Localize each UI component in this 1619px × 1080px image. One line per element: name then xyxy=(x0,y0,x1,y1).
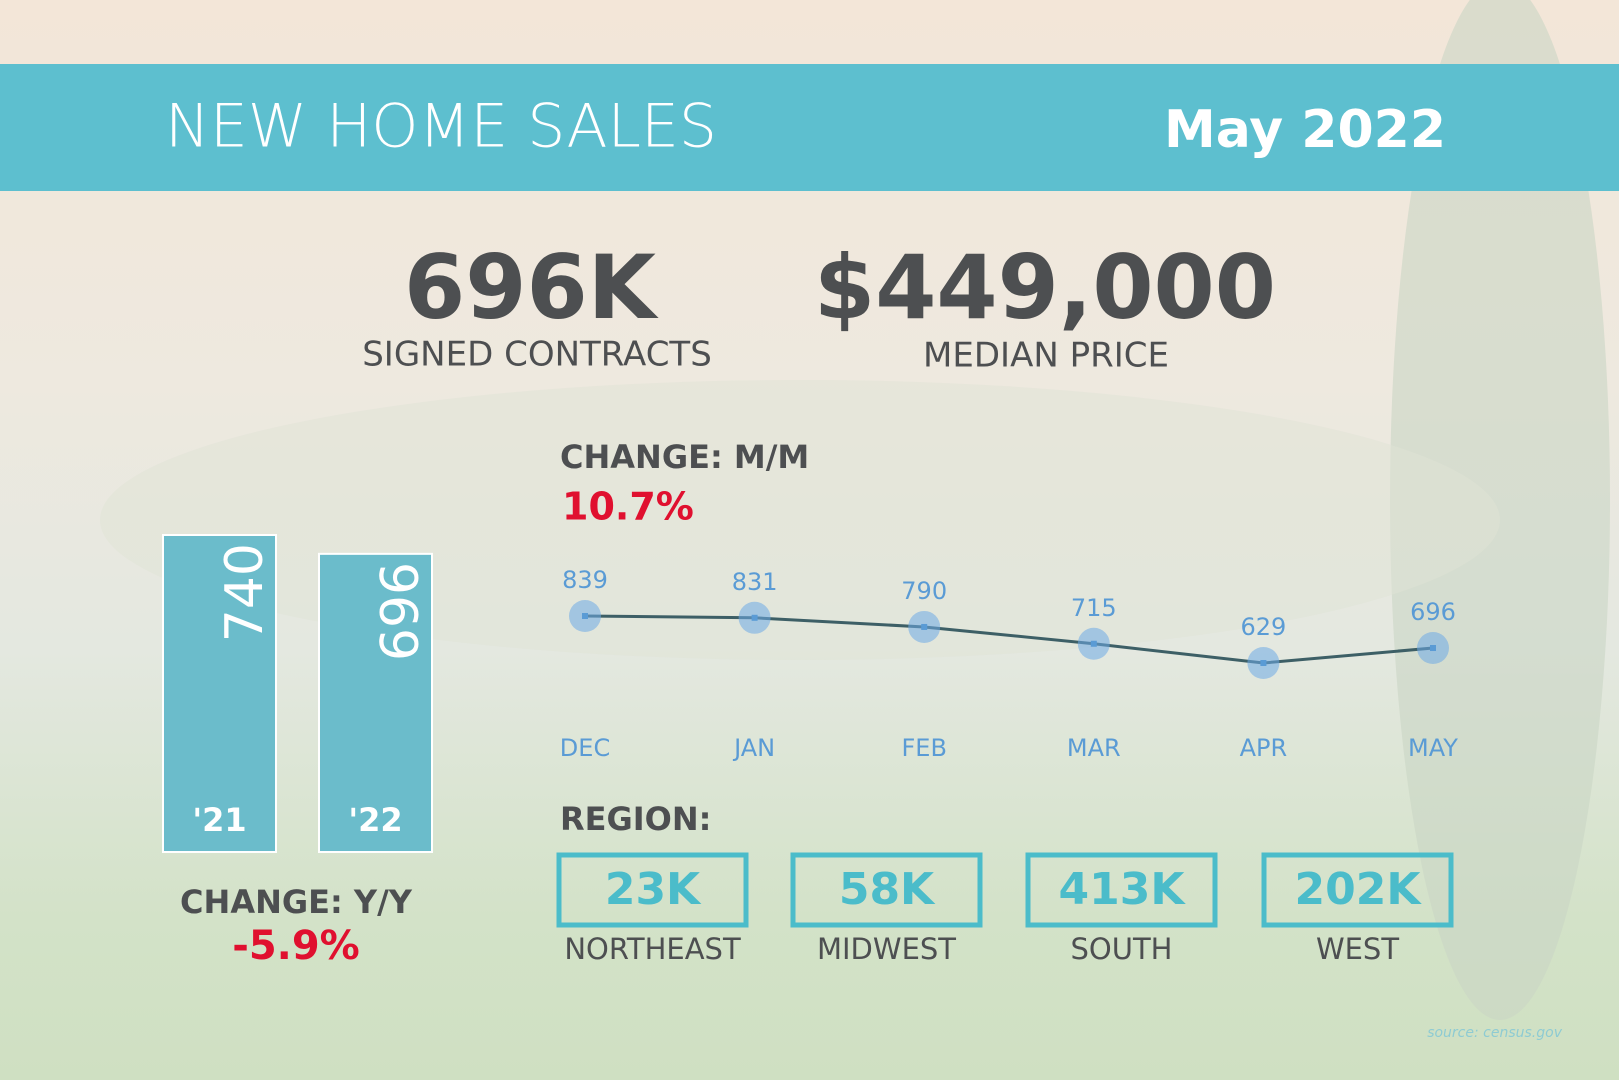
bar-value-label: 740 xyxy=(215,543,275,642)
yy-title: CHANGE: Y/Y xyxy=(180,883,413,921)
tree-shape xyxy=(1390,0,1610,1020)
bar-value-label: 696 xyxy=(371,562,431,661)
header-date: May 2022 xyxy=(1164,100,1446,160)
region-value: 23K xyxy=(605,864,702,915)
point-center xyxy=(1260,660,1267,666)
bar xyxy=(162,534,277,853)
stat-value: 696K xyxy=(404,236,659,339)
bar xyxy=(318,552,433,853)
point-value-label: 629 xyxy=(1240,613,1286,641)
point-center xyxy=(1090,640,1097,647)
point-center xyxy=(921,623,928,630)
header-title: NEW HOME SALES xyxy=(165,92,717,162)
point-value-label: 839 xyxy=(562,566,608,594)
stat-label: SIGNED CONTRACTS xyxy=(362,335,712,375)
region-label: MIDWEST xyxy=(817,932,956,966)
x-category-label: MAR xyxy=(1067,734,1121,762)
x-category-label: DEC xyxy=(560,734,610,762)
bar-category-label: '22 xyxy=(348,801,402,839)
point-value-label: 715 xyxy=(1071,594,1117,622)
region-box xyxy=(556,852,749,928)
region-label: NORTHEAST xyxy=(564,932,741,966)
region-value: 58K xyxy=(839,864,936,915)
region-box xyxy=(1025,852,1218,928)
point-value-label: 696 xyxy=(1410,598,1456,626)
x-category-label: FEB xyxy=(901,734,946,762)
region-value: 413K xyxy=(1059,864,1187,915)
region-title: REGION: xyxy=(560,800,711,838)
stat-label: MEDIAN PRICE xyxy=(923,336,1169,376)
region-box xyxy=(790,852,983,928)
mm-title: CHANGE: M/M xyxy=(560,438,809,476)
point-center xyxy=(1430,645,1436,652)
region-label: SOUTH xyxy=(1071,932,1173,966)
stat-value: $449,000 xyxy=(814,236,1276,339)
mm-change: 10.7% xyxy=(562,485,694,529)
x-category-label: MAY xyxy=(1408,734,1458,762)
source: source: census.gov xyxy=(1427,1025,1563,1041)
foliage-shape xyxy=(100,380,1500,660)
point-center xyxy=(582,613,588,619)
x-category-label: APR xyxy=(1240,734,1288,762)
region-label: WEST xyxy=(1316,932,1399,966)
point-center xyxy=(751,614,758,621)
line xyxy=(584,614,1434,665)
bar-category-label: '21 xyxy=(192,801,246,839)
region-box xyxy=(1261,852,1454,928)
header-band xyxy=(0,64,1619,191)
x-category-label: JAN xyxy=(732,734,775,762)
region-value: 202K xyxy=(1295,864,1423,915)
point-value-label: 790 xyxy=(901,577,947,605)
yy-change: -5.9% xyxy=(232,923,360,969)
point-value-label: 831 xyxy=(732,568,778,596)
